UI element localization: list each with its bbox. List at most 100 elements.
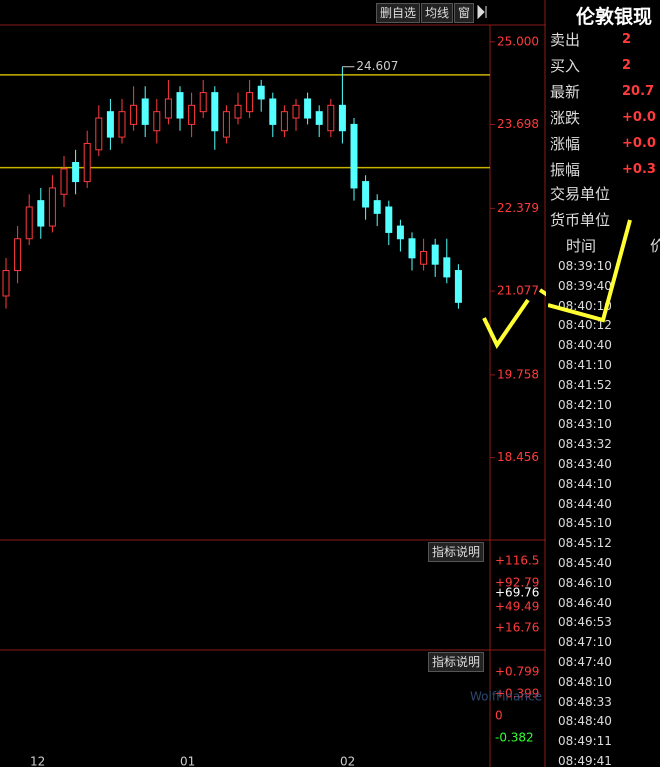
max-annotation: 24.607 [356, 59, 398, 73]
candle-body [199, 92, 207, 113]
tick-time: 08:48:10 [558, 674, 612, 689]
candle-body [130, 104, 138, 125]
candle-body [222, 111, 230, 138]
ticks-header: 价 [650, 237, 660, 255]
indicator-label: +0.799 [495, 665, 539, 679]
candle-body [327, 104, 335, 132]
quote-value: +0.3 [622, 162, 656, 177]
indicator-button[interactable]: 指标说明 [428, 652, 485, 672]
ticks-header: 时间 [566, 237, 597, 255]
toolbar-button[interactable]: 窗 [454, 3, 475, 23]
tick-time: 08:44:40 [558, 496, 612, 511]
toolbar-button[interactable]: 删自选 [376, 3, 421, 23]
candle-body [257, 85, 265, 100]
tick-time: 08:48:33 [558, 694, 612, 709]
tick-time: 08:47:40 [558, 655, 612, 669]
quote-label: 涨跌 [550, 109, 581, 127]
candle-body [141, 98, 149, 125]
tick-time: 08:45:12 [558, 536, 612, 551]
candle-body [153, 111, 161, 132]
candle-body [315, 111, 323, 125]
candle-body [408, 238, 416, 259]
candle-body [25, 206, 33, 240]
candle-body [60, 168, 68, 195]
tick-time: 08:45:10 [558, 516, 612, 531]
x-label: 02 [340, 755, 355, 767]
candle-body [280, 111, 288, 132]
candle-body [246, 92, 254, 113]
candle-body [396, 225, 404, 240]
candle-body [176, 92, 184, 119]
y-tick-label: 25.000 [497, 34, 539, 48]
toolbar-button[interactable]: 均线 [421, 3, 454, 23]
tick-time: 08:40:40 [558, 338, 612, 353]
quote-label: 振幅 [550, 161, 581, 179]
tick-time: 08:49:41 [558, 754, 612, 767]
quote-value: 20.7 [622, 84, 655, 99]
y-tick-label: 18.456 [497, 450, 539, 464]
quote-row: 涨幅 +0.0 [550, 132, 656, 156]
quote-row: 卖出 2 [550, 28, 631, 52]
x-label: 01 [180, 755, 195, 767]
arrow [482, 298, 530, 349]
candle-body [95, 117, 103, 151]
candle-body [37, 200, 45, 227]
candle-body [269, 98, 277, 125]
candle-body [234, 104, 242, 119]
candle-body [211, 92, 219, 132]
tick-time: 08:41:10 [558, 358, 612, 372]
tick-time: 08:46:40 [558, 595, 612, 610]
tick-time: 08:39:10 [558, 259, 612, 273]
y-tick-label: 22.379 [497, 201, 539, 215]
quote-value: 2 [622, 58, 632, 73]
quote-label: 涨幅 [550, 135, 581, 153]
candle-body [188, 104, 196, 125]
indicator-label: +49.49 [495, 600, 539, 614]
quote-title: 伦敦银现 [576, 6, 653, 28]
quote-row: 买入 2 [550, 54, 631, 78]
quote-label: 卖出 [550, 31, 581, 49]
candle-body [14, 238, 22, 272]
toolbar-icon [477, 4, 487, 20]
quote-row: 涨跌 +0.0 [550, 106, 656, 130]
candle-body [2, 270, 10, 297]
quote-row: 振幅 +0.3 [550, 158, 656, 182]
quote-panel: 伦敦银现 卖出 2 买入 2 最新 20.7 涨跌 +0.0 涨幅 +0.0 振幅 +0.3 交易单位货… [548, 0, 660, 767]
quote-label: 最新 [550, 83, 581, 101]
tick-time: 08:40:10 [558, 298, 612, 313]
quote-row: 最新 20.7 [550, 80, 654, 104]
arrow [538, 288, 546, 297]
candle-body [164, 98, 172, 119]
x-label: 12 [30, 755, 45, 767]
tick-time: 08:43:10 [558, 417, 612, 432]
candle-body [48, 187, 56, 227]
candle-body [385, 206, 393, 233]
tick-time: 08:40:12 [558, 318, 612, 333]
candle-body [362, 181, 370, 208]
tick-time: 08:44:10 [558, 476, 612, 491]
indicator-label: 0 [495, 709, 503, 723]
quote-value: +0.0 [622, 110, 656, 125]
indicator-button[interactable]: 指标说明 [428, 542, 485, 562]
candle-body [454, 270, 462, 303]
candle-body [106, 111, 114, 138]
tick-time: 08:39:40 [558, 278, 612, 293]
tick-time: 08:48:40 [558, 714, 612, 729]
candle-body [292, 104, 300, 119]
quote-label: 买入 [550, 57, 581, 75]
y-tick-label: 23.698 [497, 117, 539, 131]
candle-body [373, 200, 381, 214]
indicator-label: +16.76 [495, 621, 539, 635]
indicator-label: -0.382 [495, 731, 534, 745]
tick-time: 08:46:10 [558, 575, 612, 590]
watermark: WolfFinance [470, 690, 542, 704]
chart: 25.000 23.698 22.379 21.077 19.758 18.456 24.6… [0, 0, 546, 767]
tick-time: 08:47:10 [558, 635, 612, 650]
candle-body [72, 162, 80, 183]
candle-body [350, 123, 358, 189]
y-tick-label: 19.758 [497, 367, 539, 381]
candle-body [118, 111, 126, 138]
indicator-label: +116.5 [495, 554, 539, 568]
indicator-label: +92.79 [495, 576, 539, 590]
